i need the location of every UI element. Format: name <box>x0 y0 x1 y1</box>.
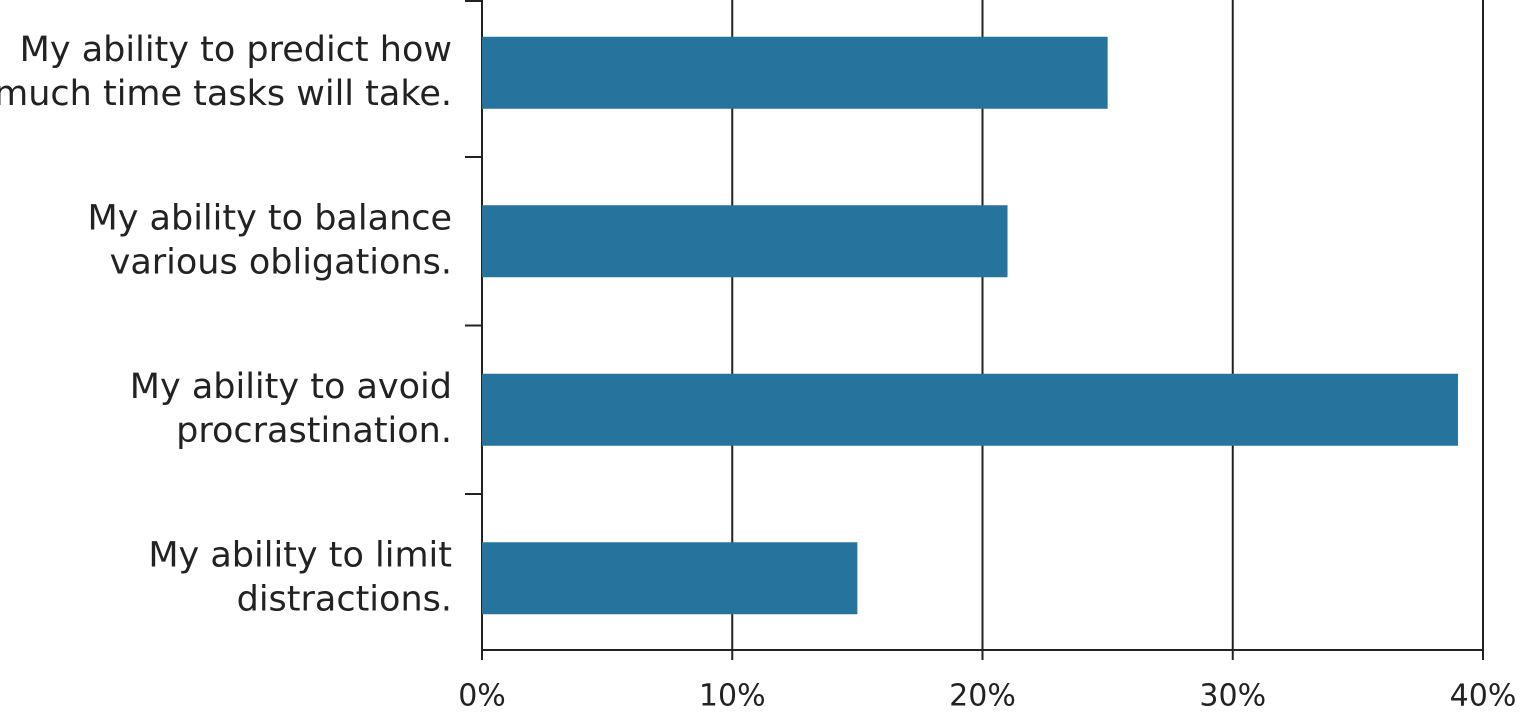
x-tick-label: 0% <box>458 679 506 714</box>
bar <box>482 205 1008 278</box>
bar <box>482 373 1458 446</box>
y-tick-label: My ability to limit <box>148 535 452 575</box>
y-tick-label: distractions. <box>237 579 452 619</box>
bar <box>482 36 1108 109</box>
y-tick-label: My ability to balance <box>88 198 453 238</box>
x-tick-label: 30% <box>1199 679 1266 714</box>
x-tick-label: 20% <box>949 679 1016 714</box>
y-tick-label: My ability to predict how <box>20 30 452 70</box>
bar <box>482 542 858 615</box>
x-tick-label: 40% <box>1450 679 1517 714</box>
y-tick-label: My ability to avoid <box>130 367 452 407</box>
y-tick-label: various obligations. <box>110 242 452 282</box>
y-tick-label: procrastination. <box>176 411 452 451</box>
x-tick-label: 10% <box>699 679 766 714</box>
y-tick-label: much time tasks will take. <box>0 74 452 114</box>
